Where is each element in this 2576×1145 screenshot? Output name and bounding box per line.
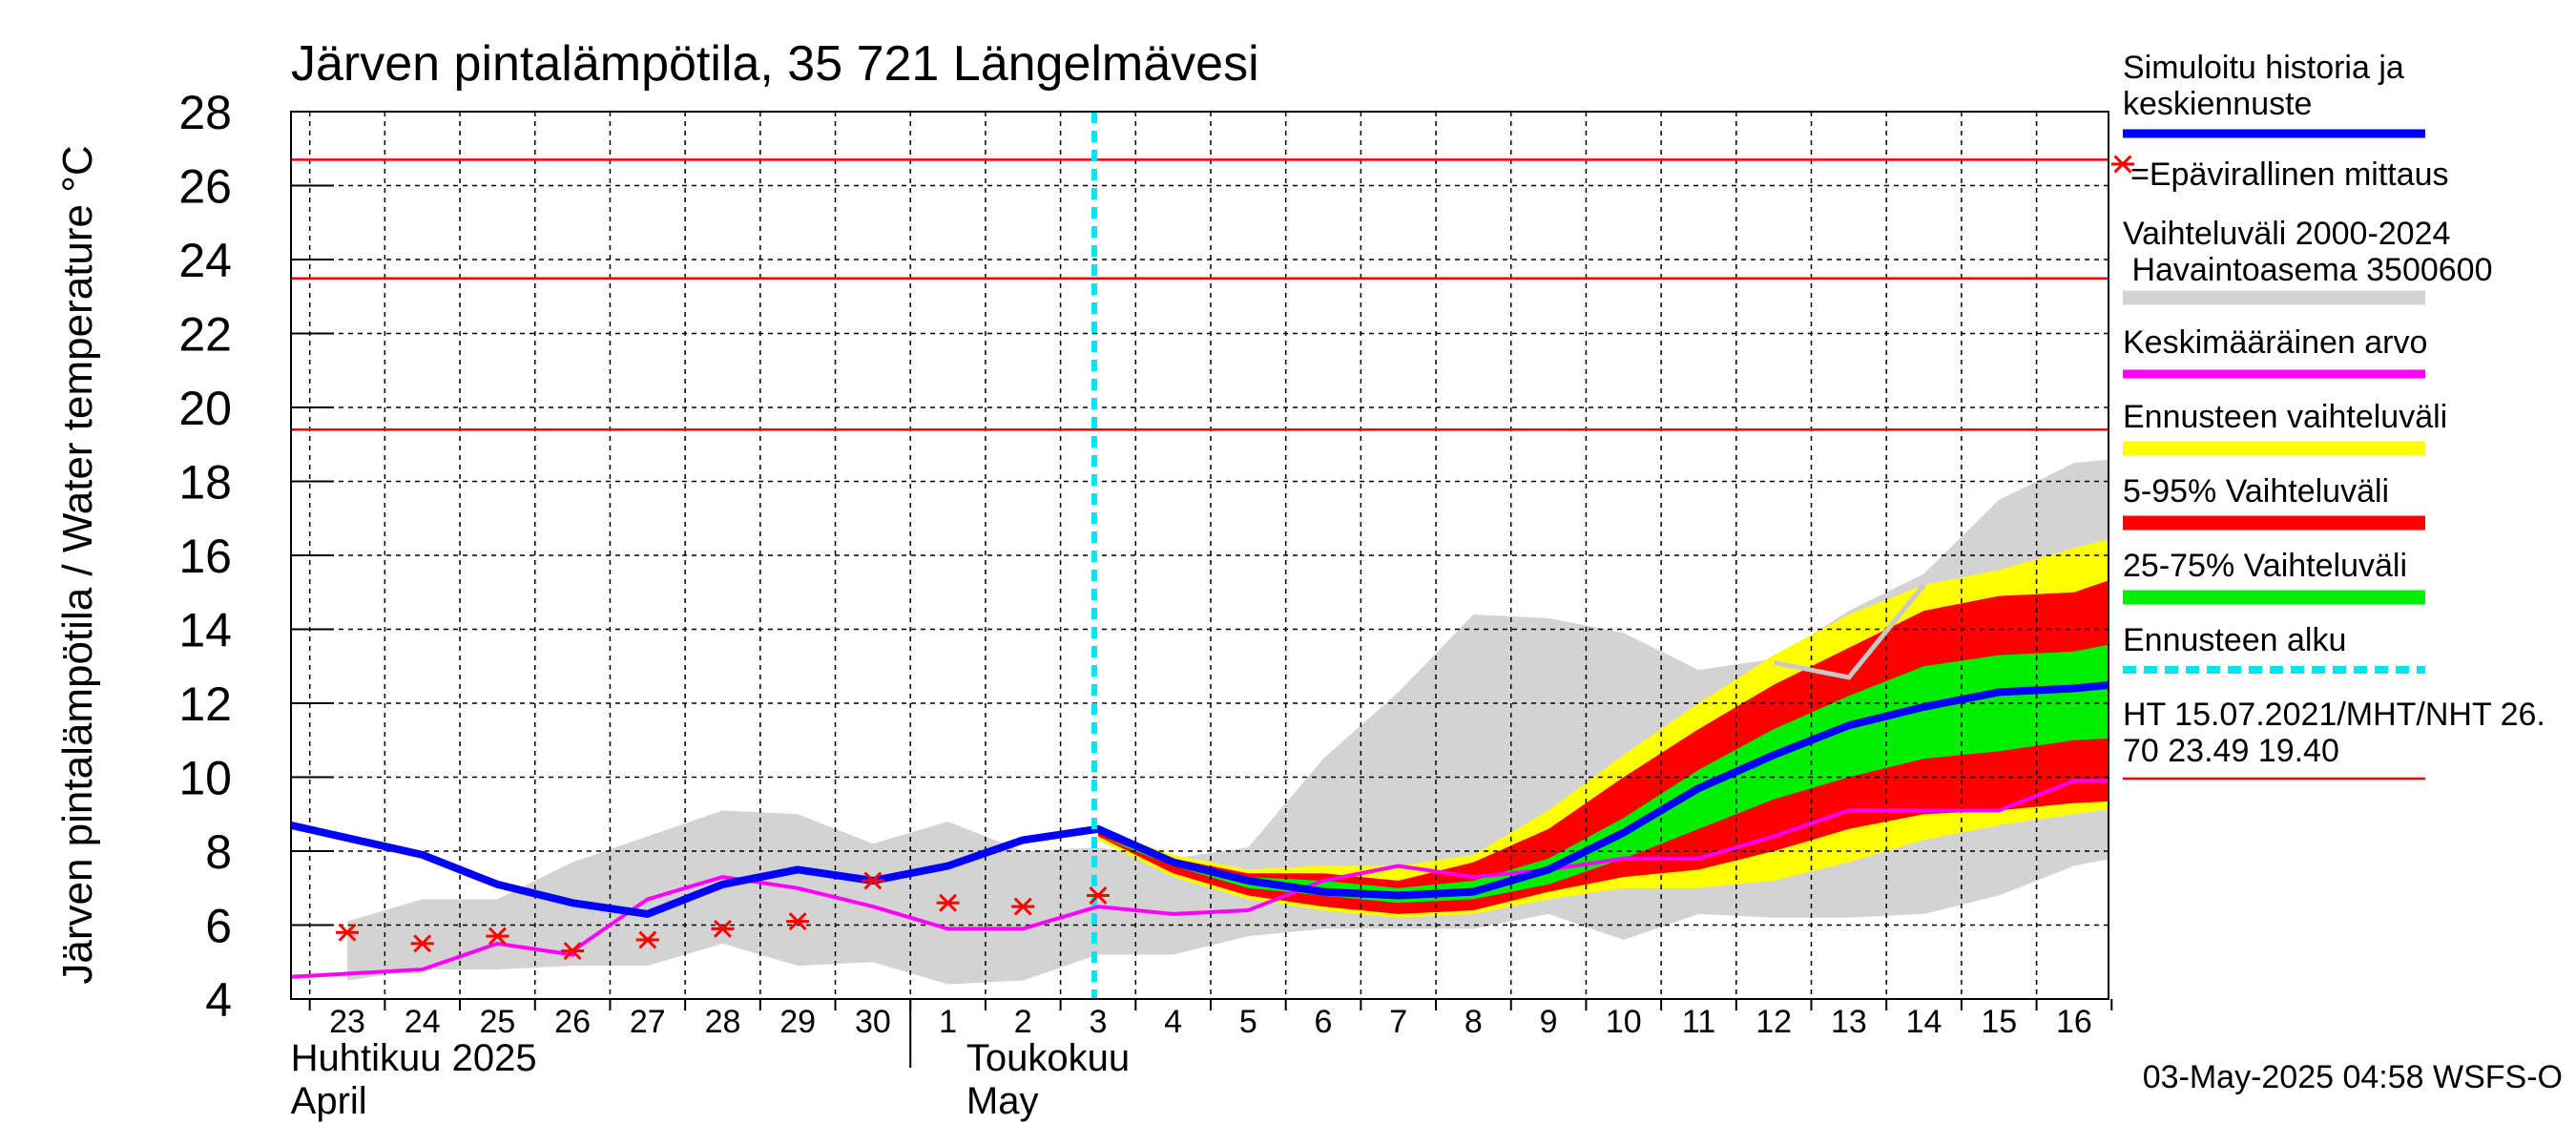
x-tick-label: 12 — [1755, 1004, 1792, 1040]
y-tick-label: 4 — [205, 973, 232, 1027]
x-tick-label: 1 — [939, 1004, 957, 1040]
legend-item: Ennusteen vaihteluväli — [2123, 399, 2447, 456]
y-tick-label: 28 — [178, 86, 232, 139]
marker-stroke — [714, 919, 732, 938]
x-tick-label: 9 — [1540, 1004, 1558, 1040]
x-tick-label: 16 — [2056, 1004, 2092, 1040]
legend-label: =Epävirallinen mittaus — [2130, 156, 2449, 193]
plot-area — [291, 112, 2109, 999]
x-tick-label: 7 — [1389, 1004, 1407, 1040]
observation-marker — [486, 926, 509, 946]
legend-label: Simuloitu historia ja — [2123, 50, 2404, 86]
observation-marker — [635, 930, 659, 949]
chart-title: Järven pintalämpötila, 35 721 Längelmäve… — [291, 36, 1259, 92]
marker-stroke — [338, 923, 357, 942]
x-tick-label: 14 — [1906, 1004, 1942, 1040]
x-tick-label: 30 — [855, 1004, 891, 1040]
legend-label: 70 23.49 19.40 — [2123, 733, 2339, 769]
x-tick-label: 11 — [1682, 1004, 1715, 1040]
marker-stroke — [863, 871, 883, 890]
legend-item: 5-95% Vaihteluväli — [2123, 473, 2425, 531]
marker-stroke — [2113, 155, 2132, 174]
observation-marker — [1086, 886, 1110, 905]
month-label-en: May — [966, 1080, 1039, 1122]
simulated-history-grey-line — [1773, 583, 1926, 680]
y-tick-label: 24 — [178, 234, 232, 287]
legend-label: Ennusteen vaihteluväli — [2123, 399, 2447, 435]
legend-label: 5-95% Vaihteluväli — [2123, 473, 2389, 510]
x-tick-label: 23 — [329, 1004, 365, 1040]
observation-marker — [786, 912, 810, 931]
marker-stroke — [563, 942, 582, 961]
x-tick-label: 27 — [630, 1004, 666, 1040]
x-tick-label: 2 — [1014, 1004, 1032, 1040]
y-tick-label: 10 — [178, 752, 232, 805]
x-tick-label: 25 — [479, 1004, 515, 1040]
timestamp: 03-May-2025 04:58 WSFS-O — [2143, 1059, 2563, 1095]
legend-label: Ennusteen alku — [2123, 622, 2346, 658]
marker-stroke — [1089, 886, 1108, 905]
x-tick-label: 8 — [1465, 1004, 1483, 1040]
x-tick-label: 28 — [705, 1004, 741, 1040]
mean-line — [291, 779, 2109, 979]
y-tick-label: 22 — [178, 308, 232, 362]
legend-marker — [2111, 155, 2134, 174]
y-tick-label: 20 — [178, 382, 232, 435]
observation-marker — [861, 871, 884, 890]
y-tick-label: 16 — [178, 530, 232, 583]
y-axis-label: Järven pintalämpötila / Water temperatur… — [54, 145, 101, 984]
legend-item: Vaihteluväli 2000-2024 Havaintoasema 350… — [2123, 216, 2493, 305]
legend-item: Ennusteen alku — [2123, 622, 2425, 674]
y-tick-label: 14 — [178, 604, 232, 657]
month-label-en: April — [291, 1080, 367, 1122]
month-label-fi: Huhtikuu 2025 — [291, 1037, 537, 1079]
x-tick-label: 5 — [1239, 1004, 1257, 1040]
forecast-25-75-band — [1097, 644, 2109, 904]
x-tick-label: 13 — [1831, 1004, 1867, 1040]
marker-stroke — [488, 926, 507, 946]
x-tick-label: 29 — [779, 1004, 816, 1040]
y-tick-label: 26 — [178, 160, 232, 214]
legend-label: Havaintoasema 3500600 — [2123, 252, 2493, 288]
x-tick-label: 24 — [405, 1004, 441, 1040]
x-tick-label: 15 — [1981, 1004, 2017, 1040]
observation-marker — [711, 919, 735, 938]
y-tick-label: 12 — [178, 677, 232, 731]
legend-label: Vaihteluväli 2000-2024 — [2123, 216, 2450, 252]
legend-item: HT 15.07.2021/MHT/NHT 26.70 23.49 19.40 — [2123, 697, 2545, 781]
month-label-fi: Toukokuu — [966, 1037, 1130, 1079]
observation-marker — [336, 923, 360, 942]
marker-stroke — [939, 893, 958, 912]
x-tick-label: 26 — [554, 1004, 591, 1040]
legend-label: 25-75% Vaihteluväli — [2123, 548, 2407, 584]
legend-label: Keskimääräinen arvo — [2123, 324, 2427, 361]
legend-item: =Epävirallinen mittaus — [2111, 155, 2449, 193]
forecast-5-95-band — [1097, 580, 2109, 914]
legend-label: HT 15.07.2021/MHT/NHT 26. — [2123, 697, 2545, 733]
marker-stroke — [638, 930, 657, 949]
observation-marker — [410, 934, 434, 953]
x-tick-label: 4 — [1164, 1004, 1182, 1040]
legend-label: keskiennuste — [2123, 86, 2312, 122]
y-tick-label: 8 — [205, 825, 232, 879]
x-tick-label: 6 — [1315, 1004, 1333, 1040]
legend-item: Keskimääräinen arvo — [2123, 324, 2427, 379]
observation-marker — [936, 893, 960, 912]
x-tick-label: 10 — [1606, 1004, 1642, 1040]
marker-stroke — [788, 912, 807, 931]
x-tick-label: 3 — [1089, 1004, 1107, 1040]
y-tick-label: 18 — [178, 456, 232, 510]
simulated-forecast-line — [291, 680, 2109, 918]
observation-marker — [1011, 897, 1035, 916]
marker-stroke — [1013, 897, 1032, 916]
observation-marker — [561, 942, 585, 961]
legend-item: 25-75% Vaihteluväli — [2123, 548, 2425, 605]
y-tick-label: 6 — [205, 900, 232, 953]
marker-stroke — [413, 934, 432, 953]
